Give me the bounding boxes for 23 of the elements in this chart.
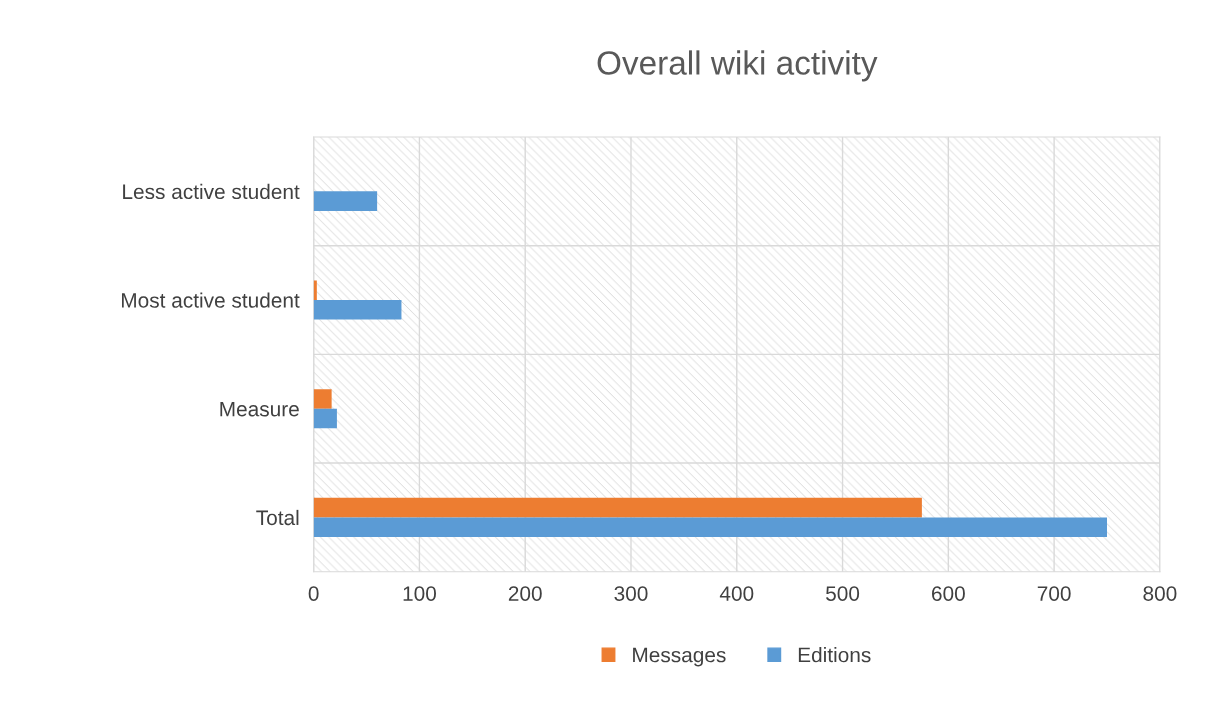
x-tick-label: 0 [308,586,319,601]
y-tick-label: Less active student [123,183,300,200]
legend-label: Messages [633,647,726,667]
x-tick-label: 700 [1037,586,1071,601]
x-tick-label: 500 [826,586,860,601]
bar [313,517,1107,537]
bar [313,280,317,301]
legend-label: Editions [798,647,871,663]
bar [313,389,332,409]
x-tick-label: 400 [719,586,754,601]
bar [313,191,378,211]
x-tick-label: 200 [508,586,542,601]
y-tick-label: Measure [220,401,299,417]
bar [313,300,402,320]
y-tick-label: Total [256,509,299,526]
x-tick-label: 100 [403,586,436,601]
bar [313,408,337,429]
chart-title: Overall wiki activity [597,50,878,82]
x-tick-label: 600 [932,586,965,601]
bar [313,497,922,518]
x-tick-label: 300 [614,586,648,601]
y-tick-label: Most active student [122,292,300,308]
x-tick-label: 800 [1143,586,1177,601]
